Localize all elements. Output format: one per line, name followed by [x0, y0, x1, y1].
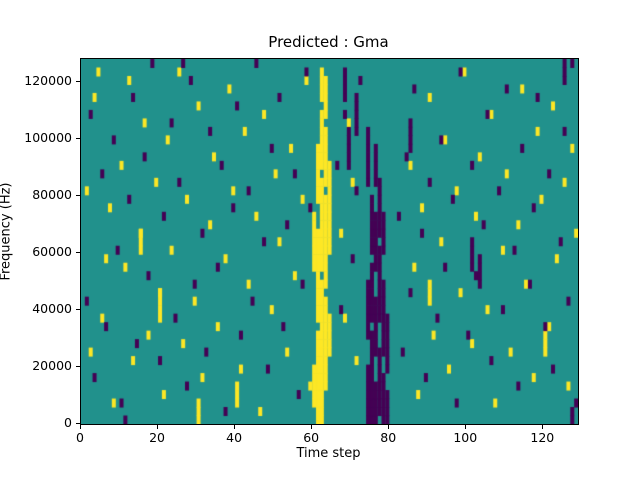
x-tick-label: 80	[380, 430, 397, 445]
x-tick-mark	[311, 425, 313, 429]
x-tick-label: 100	[453, 430, 478, 445]
y-tick-label: 120000	[24, 72, 72, 88]
chart-title: Predicted : Gma	[268, 33, 389, 51]
y-tick-mark	[76, 194, 80, 196]
x-axis-label: Time step	[296, 446, 361, 461]
y-tick-mark	[76, 308, 80, 310]
x-tick-mark	[80, 425, 81, 429]
x-tick-mark	[234, 425, 236, 429]
y-tick-mark	[76, 365, 80, 367]
x-tick-label: 20	[149, 430, 165, 445]
y-tick-label: 40000	[32, 300, 72, 316]
plot-area	[80, 58, 579, 425]
x-tick-label: 120	[530, 430, 555, 445]
y-tick-label: 100000	[24, 129, 72, 145]
y-tick-label: 20000	[32, 357, 72, 373]
x-tick-label: 60	[303, 430, 320, 445]
y-tick-label: 0	[64, 415, 72, 430]
x-tick-mark	[388, 425, 390, 429]
y-tick-mark	[76, 137, 80, 139]
heatmap-canvas	[81, 59, 578, 424]
y-tick-label: 60000	[32, 243, 72, 259]
y-tick-mark	[76, 251, 80, 253]
x-tick-label: 0	[76, 430, 84, 445]
y-tick-mark	[76, 423, 80, 424]
x-tick-mark	[542, 425, 544, 429]
x-tick-mark	[157, 425, 159, 429]
x-tick-label: 40	[226, 430, 243, 445]
y-tick-label: 80000	[32, 186, 72, 202]
x-tick-mark	[465, 425, 467, 429]
y-tick-mark	[76, 80, 80, 82]
